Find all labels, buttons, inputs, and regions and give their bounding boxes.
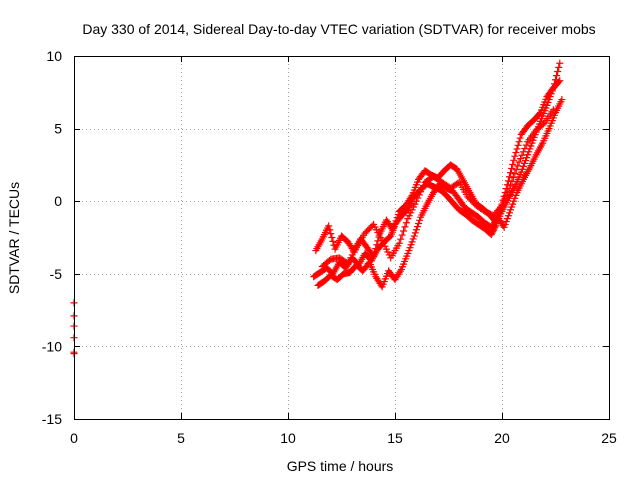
data-point <box>515 158 523 166</box>
series-track-d <box>318 106 557 271</box>
data-point <box>420 181 428 189</box>
data-point <box>370 252 378 260</box>
data-point <box>502 191 510 199</box>
data-point <box>414 194 422 202</box>
x-tick-label: 10 <box>280 430 296 446</box>
data-point <box>326 226 334 234</box>
data-point <box>556 77 564 85</box>
data-point <box>518 151 526 159</box>
data-point <box>509 173 517 181</box>
data-point <box>509 160 517 168</box>
data-point <box>413 223 421 231</box>
data-point <box>498 202 506 210</box>
data-point <box>415 219 423 227</box>
data-point <box>415 191 423 199</box>
data-point <box>555 78 563 86</box>
ticks: 0 5 10 15 20 25 -15 -10 -5 0 5 10 <box>42 48 617 446</box>
data-point <box>400 227 408 235</box>
x-tick-label: 25 <box>601 430 617 446</box>
data-point <box>412 226 420 234</box>
data-point <box>325 222 333 230</box>
data-point <box>418 185 426 193</box>
data-point <box>327 230 335 238</box>
data-point <box>549 106 557 114</box>
data-point <box>508 177 516 185</box>
data-point <box>501 195 509 203</box>
data-point <box>372 245 380 253</box>
plot-frame <box>74 56 610 420</box>
data-point <box>396 267 404 275</box>
data-point <box>513 145 521 153</box>
y-tick-label: -15 <box>42 411 62 427</box>
data-point <box>510 156 518 164</box>
data-point <box>511 170 519 178</box>
data-point <box>410 232 418 240</box>
data-point <box>521 144 529 152</box>
data-point <box>519 148 527 156</box>
data-point <box>397 235 405 243</box>
y-tick-label: -10 <box>42 338 62 354</box>
y-tick-label: -5 <box>50 266 63 282</box>
data-point <box>507 181 515 189</box>
data-point <box>497 203 505 211</box>
data-point <box>558 96 566 104</box>
data-point <box>535 110 543 118</box>
data-point <box>389 226 397 234</box>
data-point <box>516 134 524 142</box>
chart-title: Day 330 of 2014, Sidereal Day-to-day VTE… <box>82 21 595 37</box>
data-point <box>392 217 400 225</box>
data-point <box>402 219 410 227</box>
data-point <box>522 141 530 149</box>
data-point <box>393 214 401 222</box>
data-point <box>505 185 513 193</box>
data-point <box>512 149 520 157</box>
data-point <box>504 188 512 196</box>
data-point <box>556 59 564 67</box>
data-point <box>395 239 403 247</box>
y-axis-label: SDTVAR / TECUs <box>6 182 22 294</box>
data-point <box>371 249 379 257</box>
x-tick-label: 0 <box>70 430 78 446</box>
data-layer <box>70 59 566 358</box>
data-point <box>499 198 507 206</box>
y-tick-label: 0 <box>54 193 62 209</box>
grid <box>74 56 609 419</box>
data-point <box>507 169 515 177</box>
data-point <box>390 223 398 231</box>
x-tick-label: 15 <box>387 430 403 446</box>
data-point <box>398 231 406 239</box>
data-point <box>508 165 516 173</box>
y-tick-label: 10 <box>46 48 62 64</box>
data-point <box>554 67 562 75</box>
data-point <box>328 234 336 241</box>
data-point <box>401 223 409 231</box>
x-tick-label: 20 <box>494 430 510 446</box>
x-axis-label: GPS time / hours <box>287 458 394 474</box>
data-point <box>515 138 523 146</box>
data-point <box>514 162 522 170</box>
series-track-c <box>314 96 566 291</box>
data-point <box>512 166 520 174</box>
data-point <box>555 63 563 71</box>
data-point <box>411 229 419 237</box>
data-point <box>417 188 425 196</box>
data-point <box>416 216 424 224</box>
x-tick-label: 5 <box>177 430 185 446</box>
data-point <box>505 173 513 181</box>
data-point <box>514 141 522 149</box>
y-tick-label: 5 <box>54 121 62 137</box>
data-point <box>394 211 402 219</box>
data-point <box>329 237 337 245</box>
series-track-b <box>312 77 564 260</box>
data-point <box>391 220 399 228</box>
data-point <box>373 241 381 249</box>
data-point <box>553 72 561 80</box>
data-point <box>412 197 420 205</box>
data-point <box>407 193 415 201</box>
data-point <box>511 152 519 160</box>
data-point <box>517 155 525 163</box>
